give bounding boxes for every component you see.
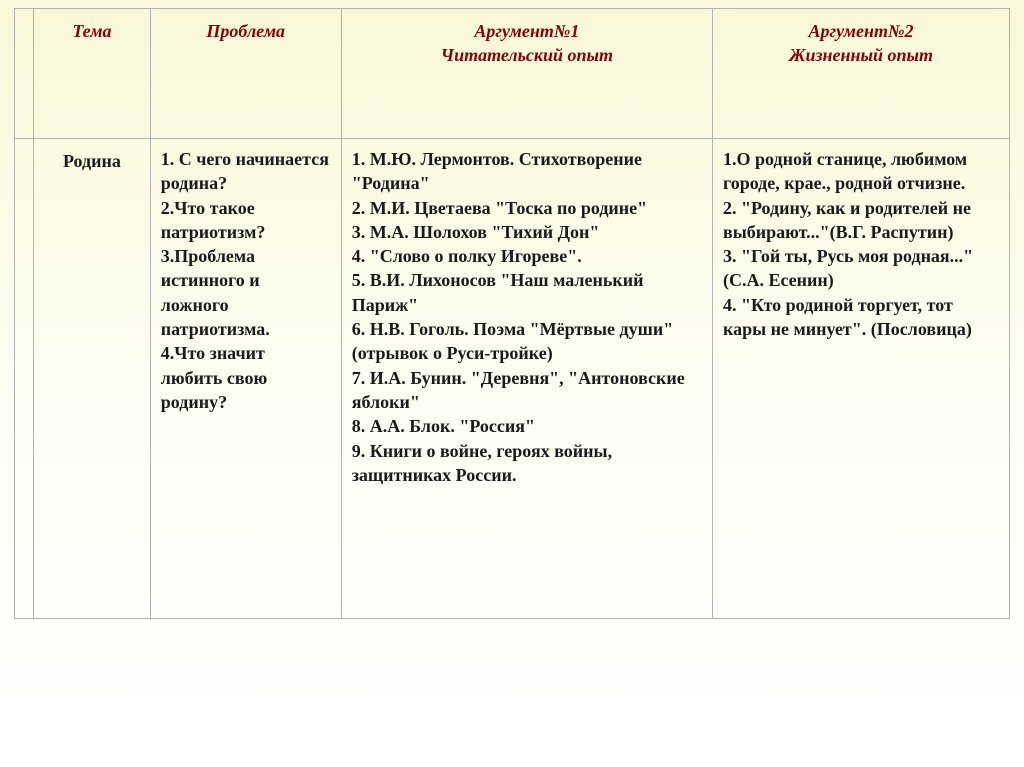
header-arg2: Аргумент№2 Жизненный опыт xyxy=(712,9,1009,139)
header-tema-label: Тема xyxy=(72,21,111,41)
header-row: Тема Проблема Аргумент№1 Читательский оп… xyxy=(15,9,1010,139)
header-arg2-line2: Жизненный опыт xyxy=(723,43,999,67)
cell-arg2: 1.О родной станице, любимом городе, крае… xyxy=(712,139,1009,619)
essay-arguments-table: Тема Проблема Аргумент№1 Читательский оп… xyxy=(14,8,1010,619)
tema-text: Родина xyxy=(63,151,121,171)
header-arg2-line1: Аргумент№2 xyxy=(723,19,999,43)
header-tema: Тема xyxy=(34,9,151,139)
cell-problema: 1. С чего начинается родина? 2.Что такое… xyxy=(150,139,341,619)
cell-tema: Родина xyxy=(34,139,151,619)
table-row: Родина 1. С чего начинается родина? 2.Чт… xyxy=(15,139,1010,619)
row-stub xyxy=(15,139,34,619)
header-problema-label: Проблема xyxy=(206,21,285,41)
header-problema: Проблема xyxy=(150,9,341,139)
cell-arg1: 1. М.Ю. Лермонтов. Стихотворение "Родина… xyxy=(341,139,712,619)
header-arg1-line1: Аргумент№1 xyxy=(352,19,702,43)
header-arg1: Аргумент№1 Читательский опыт xyxy=(341,9,712,139)
header-stub xyxy=(15,9,34,139)
header-arg1-line2: Читательский опыт xyxy=(352,43,702,67)
